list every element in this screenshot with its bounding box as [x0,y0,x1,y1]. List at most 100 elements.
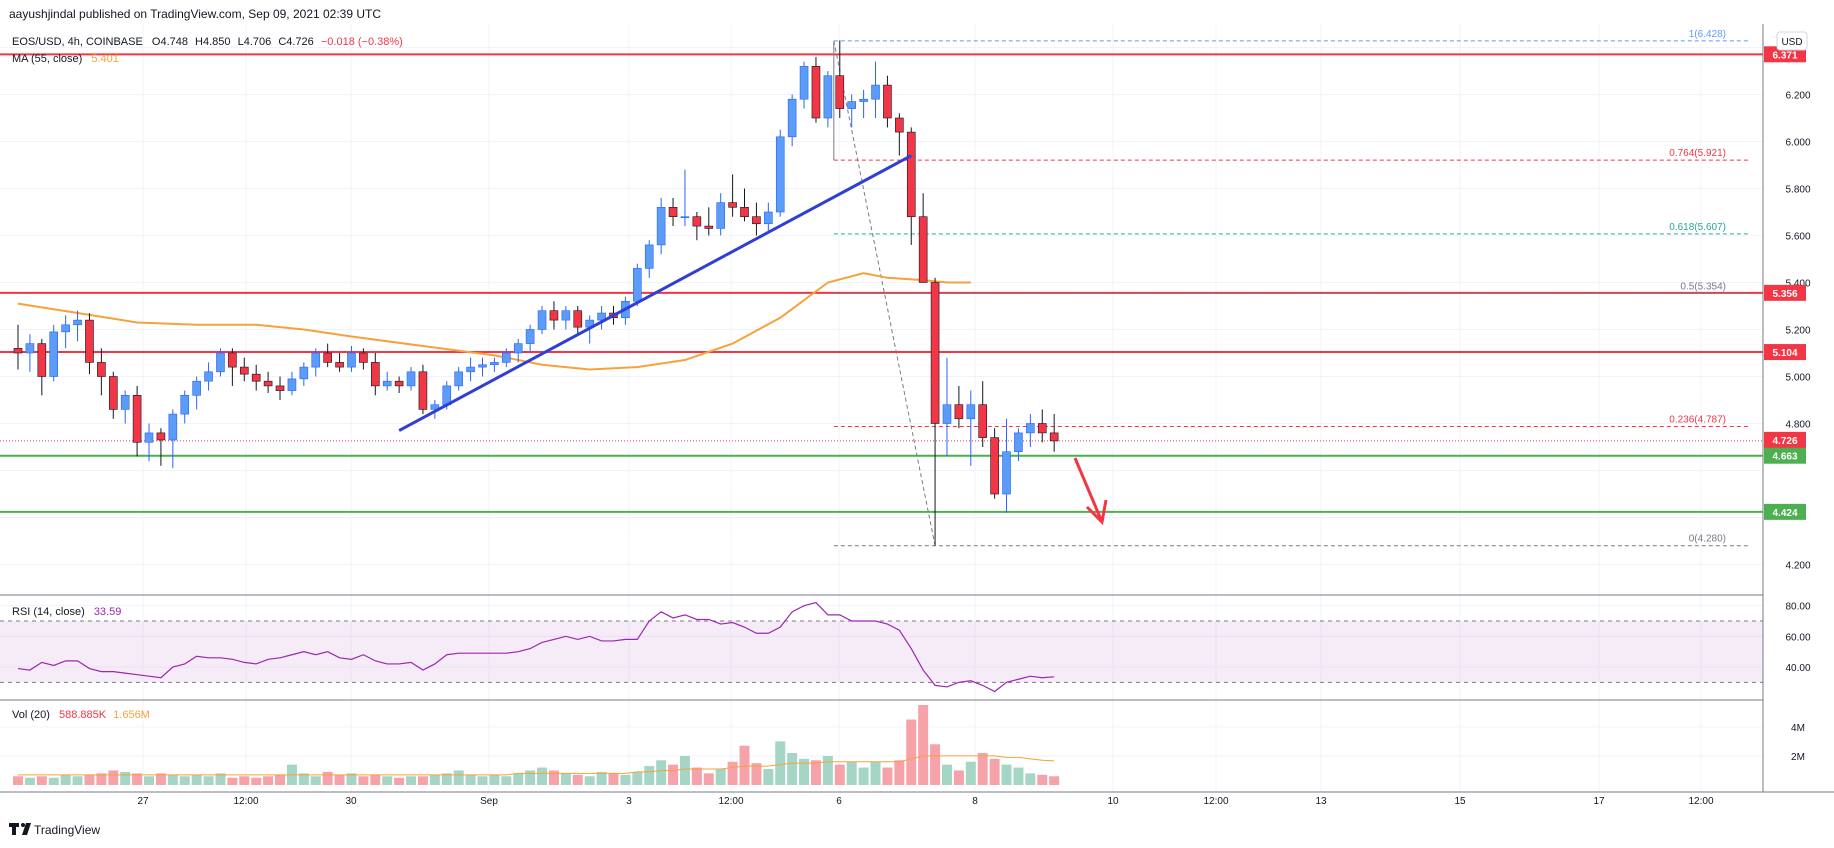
candle [513,338,523,363]
volume-bar [1049,776,1060,785]
candle [1014,428,1023,462]
volume-bar [775,741,786,785]
volume-bar [358,776,369,785]
volume-bar [406,776,417,785]
candle-body [370,362,380,387]
volume-bar [179,776,190,785]
candle [954,385,964,429]
volume-bar [941,764,952,785]
candle-body [454,371,463,387]
candle-body [799,66,809,100]
rsi-legend[interactable]: RSI (14, close) 33.59 [12,606,121,618]
candle-body [847,101,857,109]
price-axis[interactable]: 6.200 6.000 5.800 5.600 5.400 5.200 5.000 4.800… [1785,91,1810,763]
candle-body [930,282,940,424]
level-tag-label: 5.104 [1772,348,1797,359]
volume-bars [13,705,1060,785]
volume-tick-label: 2M [1791,752,1805,763]
candle-body [97,362,106,377]
price-tick-label: 6.200 [1785,91,1810,102]
price-tick-label: 4.800 [1785,420,1810,431]
candle [775,129,785,217]
price-tick-label: 5.800 [1785,185,1810,196]
rsi-line [17,601,1055,693]
currency-button[interactable] [1776,31,1808,51]
candle [275,376,285,400]
candle-body [954,404,964,420]
candle [144,423,154,462]
time-axis[interactable]: 27 12:00 30 Sep 3 12:00 6 8 10 12:00 13 15 17 12:00 [137,796,1714,807]
volume-bar [36,776,47,785]
candle [1049,414,1059,452]
candle [347,345,356,372]
rsi-tick-label: 60.00 [1785,632,1810,643]
candle-body [239,366,249,375]
tradingview-logo[interactable]: TradingView [9,823,100,837]
fib-label: 0.618(5.607) [1669,222,1726,233]
volume-bar [60,774,71,785]
volume-legend[interactable]: Vol (20) 588.885K 1.656M [12,709,150,721]
candle-body [418,371,428,410]
fib-label: 1(6.428) [1689,29,1726,40]
volume-bar [822,755,833,785]
level-tag-label: 4.424 [1772,508,1797,519]
attribution: aayushjindal published on TradingView.co… [9,7,382,21]
volume-bar [1001,764,1012,785]
candle [25,334,35,372]
volume-bar [167,774,178,785]
candle [168,409,178,469]
tradingview-logo-icon [9,823,19,835]
candle [335,353,344,372]
volume-bar [596,771,607,785]
candle-body [740,207,749,218]
volume-bar [275,774,286,785]
volume-bar [620,774,631,785]
candle-body [573,310,583,328]
volume-bar [572,774,583,785]
candle-body [180,394,190,415]
candle-body [680,216,690,218]
candle-body [752,216,761,225]
ma-legend[interactable]: MA (55, close) 5.401 [12,53,119,65]
fib-label: 0.764(5.921) [1669,148,1726,159]
level-tag [1764,447,1806,464]
candle [716,193,725,236]
volume-bar [739,745,750,785]
candle [466,357,475,382]
candle-body [728,202,737,208]
candle [942,357,952,457]
candle-body [1014,432,1023,452]
volume-bar [370,774,381,785]
candle-body [1037,423,1047,434]
candle-body [251,373,261,382]
candle [704,207,714,236]
candle [359,348,368,370]
candle [180,390,190,424]
volume-bar [906,719,917,785]
ma-55-line [17,272,971,371]
candle [251,364,261,391]
candle [1037,409,1047,443]
symbol-legend[interactable]: EOS/USD, 4h, COINBASE O4.748 H4.850 L4.7… [12,36,403,48]
candle-body [895,117,904,133]
candle [847,94,857,128]
level-tag-label: 6.371 [1772,50,1797,61]
candle [406,367,416,391]
volume-bar [394,777,405,785]
candle-body [216,352,225,373]
candlesticks [13,40,1059,546]
volume-bar [429,774,440,785]
volume-bar [322,771,333,785]
candle [132,385,142,457]
volume-bar [72,776,83,785]
candle [1026,414,1035,447]
volume-bar [548,770,559,785]
volume-bar [310,776,321,785]
level-tag-label: 5.356 [1772,289,1797,300]
candle-body [704,225,714,229]
volume-bar [120,771,131,785]
candle-body [25,343,35,354]
candle-body [359,352,368,363]
volume-bar [215,773,226,785]
